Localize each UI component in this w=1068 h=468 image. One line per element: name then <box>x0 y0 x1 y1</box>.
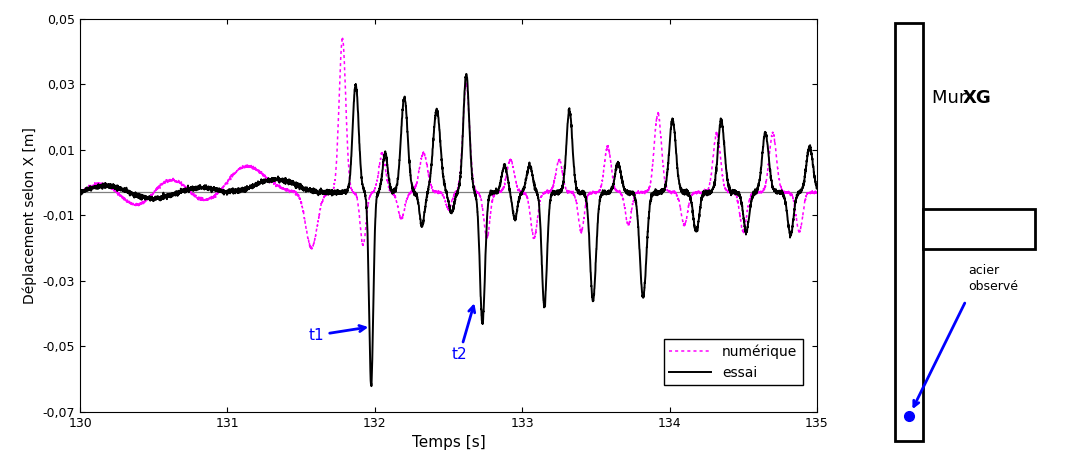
essai <box>356 174 368 180</box>
Text: XG: XG <box>963 89 992 107</box>
essai <box>365 383 378 389</box>
Legend: numérique, essai: numérique, essai <box>663 339 803 385</box>
essai <box>516 189 529 194</box>
numérique <box>356 238 368 243</box>
Text: t2: t2 <box>452 306 474 362</box>
essai <box>460 71 473 77</box>
essai <box>553 190 566 196</box>
essai <box>207 184 220 190</box>
Text: acier
observé: acier observé <box>968 264 1018 293</box>
numérique <box>811 191 823 197</box>
numérique <box>335 35 348 40</box>
Text: Mur: Mur <box>931 89 972 107</box>
Line: essai: essai <box>80 74 817 386</box>
Line: numérique: numérique <box>80 37 817 249</box>
numérique <box>74 190 87 196</box>
Y-axis label: Déplacement selon X [m]: Déplacement selon X [m] <box>22 127 37 304</box>
Bar <box>924 210 1035 249</box>
numérique <box>516 191 529 197</box>
numérique <box>680 217 693 222</box>
essai <box>624 189 637 195</box>
essai <box>680 189 693 195</box>
essai <box>74 188 87 193</box>
numérique <box>553 157 566 162</box>
X-axis label: Temps [s]: Temps [s] <box>411 435 486 450</box>
essai <box>811 183 823 189</box>
numérique <box>207 191 220 197</box>
Bar <box>895 22 924 441</box>
numérique <box>305 247 318 252</box>
numérique <box>624 218 637 223</box>
Text: t1: t1 <box>309 326 365 343</box>
